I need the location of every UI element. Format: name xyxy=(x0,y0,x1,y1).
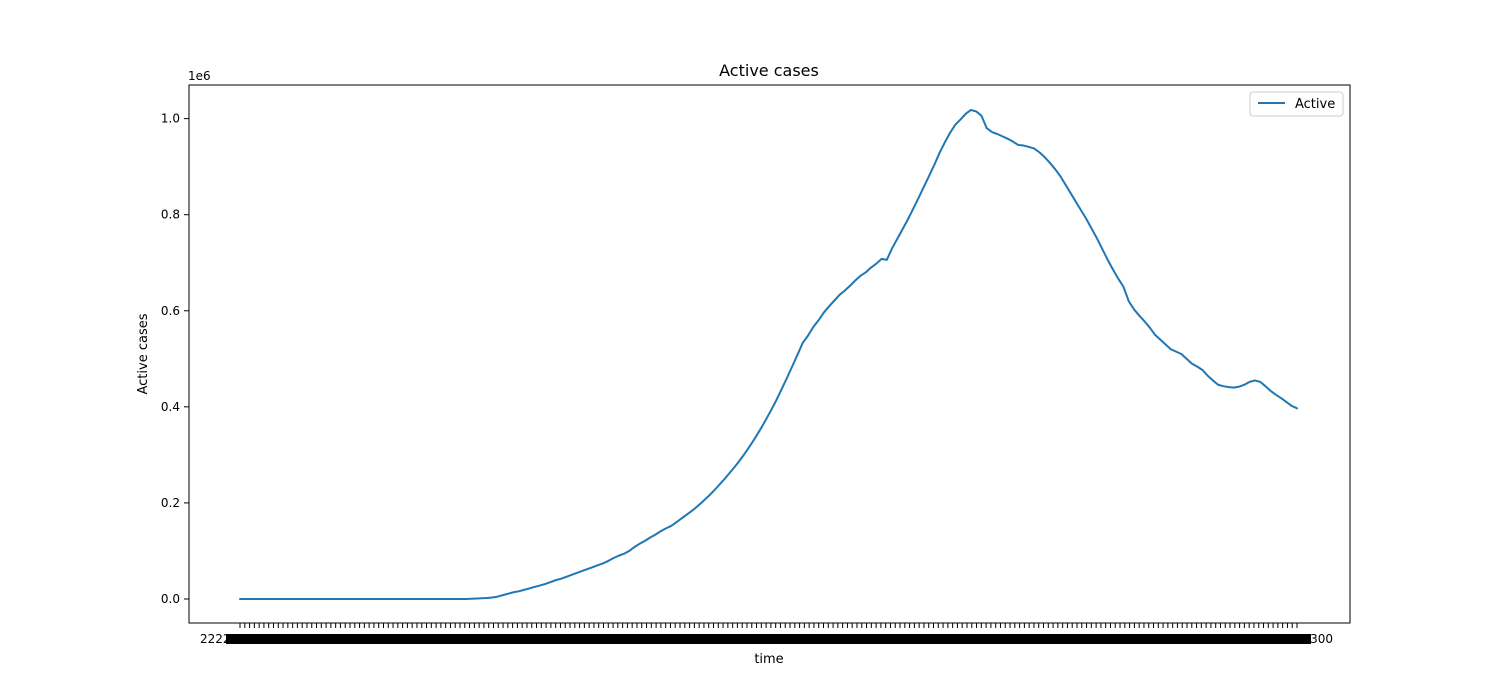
legend: Active xyxy=(1249,91,1344,117)
y-tick-label: 1.0 xyxy=(161,112,180,126)
x-tick-labels-right: 30300 xyxy=(1295,632,1333,646)
y-tick-label: 0.8 xyxy=(161,208,180,222)
x-tick-labels-left: 22222 xyxy=(200,632,238,646)
y-tick-label: 0.0 xyxy=(161,592,180,606)
y-tick-label: 0.4 xyxy=(161,400,180,414)
legend-label-active: Active xyxy=(1295,97,1335,112)
x-tick-label-band xyxy=(226,634,1311,644)
x-ticks xyxy=(226,623,1311,644)
y-offset-label: 1e6 xyxy=(188,69,211,83)
x-axis-label: time xyxy=(754,652,783,667)
y-tick-label: 0.2 xyxy=(161,496,180,510)
y-axis-label: Active cases xyxy=(136,313,151,394)
y-ticks: 0.0 0.2 0.4 0.6 0.8 1.0 xyxy=(161,112,189,606)
legend-box xyxy=(1249,91,1344,117)
y-tick-label: 0.6 xyxy=(161,304,180,318)
series-line-active xyxy=(239,108,1298,600)
plot-area-frame xyxy=(188,84,1351,624)
chart-title: Active cases xyxy=(719,61,819,80)
x-tick-label-mark xyxy=(1283,634,1311,644)
